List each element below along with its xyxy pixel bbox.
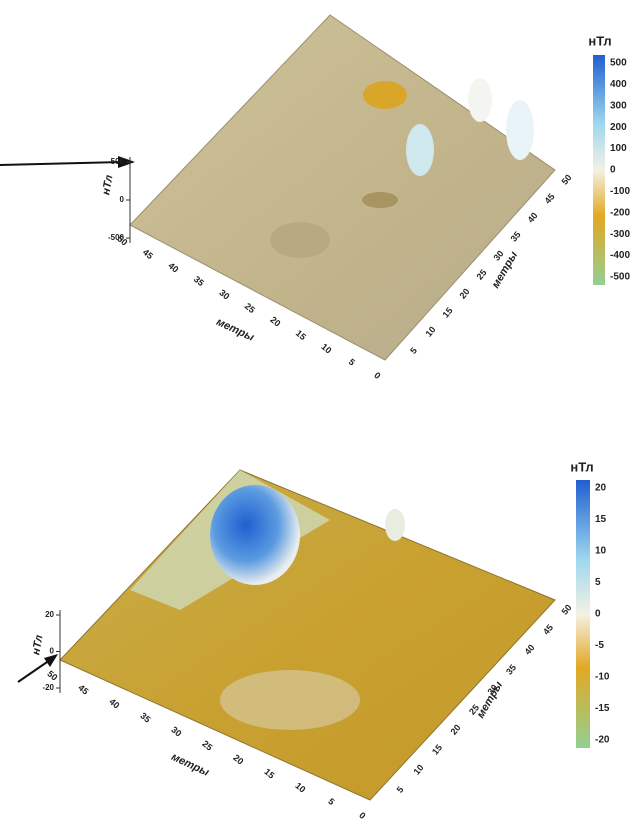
colorbar-tick-label: -20 <box>595 735 610 746</box>
colorbar-tick-label: -10 <box>595 672 610 683</box>
y-tick-label: 20 <box>457 287 471 301</box>
anomaly <box>468 78 492 122</box>
colorbar-tick-label: -100 <box>610 186 630 197</box>
y-tick-label: 25 <box>474 268 488 282</box>
x-axis-label: метры <box>214 316 256 344</box>
x-tick-label: 50 <box>45 668 59 682</box>
colorbar-title: нТл <box>570 459 593 474</box>
anomaly <box>506 100 534 160</box>
x-tick-label: 40 <box>107 696 121 710</box>
y-tick-label: 15 <box>430 743 444 757</box>
colorbar-tick-label: 5 <box>595 577 601 588</box>
colorbar-tick-label: -300 <box>610 229 630 240</box>
x-tick-label: 0 <box>372 370 382 381</box>
y-tick-label: 45 <box>541 623 555 637</box>
z-axis-label: нТл <box>100 174 115 196</box>
y-tick-label: 15 <box>440 306 454 320</box>
x-tick-label: 25 <box>243 301 257 315</box>
y-tick-label: 50 <box>559 603 573 617</box>
x-tick-label: 10 <box>319 341 333 355</box>
y-tick-label: 40 <box>522 643 536 657</box>
anomaly <box>362 192 398 208</box>
colorbar-tick-label: 100 <box>610 143 627 154</box>
y-tick-label: 45 <box>542 192 556 206</box>
anomaly <box>210 485 300 585</box>
x-tick-label: 30 <box>217 287 231 301</box>
surface <box>129 14 556 361</box>
y-tick-label: 10 <box>423 325 437 339</box>
z-tick-label: -20 <box>42 683 54 692</box>
colorbar-tick-label: -500 <box>610 272 630 283</box>
y-tick-label: 20 <box>448 723 462 737</box>
colorbar-tick-label: 500 <box>610 58 627 69</box>
colorbar-tick-label: -5 <box>595 640 604 651</box>
x-tick-label: 45 <box>76 682 90 696</box>
anomaly <box>363 81 407 109</box>
colorbar-title: нТл <box>588 33 611 48</box>
x-tick-label: 35 <box>138 710 152 724</box>
y-tick-label: 25 <box>467 703 481 717</box>
x-tick-label: 30 <box>169 724 183 738</box>
colorbar <box>593 55 605 285</box>
arrow <box>17 659 51 683</box>
anomaly <box>220 670 360 730</box>
x-tick-label: 20 <box>268 314 282 328</box>
x-tick-label: 0 <box>357 810 367 821</box>
colorbar-tick-label: 0 <box>610 165 616 176</box>
y-tick-label: 5 <box>395 784 406 794</box>
colorbar-tick-label: -15 <box>595 703 610 714</box>
x-tick-label: 15 <box>294 328 308 342</box>
y-tick-label: 5 <box>408 345 419 355</box>
y-tick-label: 35 <box>508 230 522 244</box>
colorbar-tick-label: 10 <box>595 546 607 557</box>
x-tick-label: 35 <box>192 274 206 288</box>
colorbar-tick-label: 20 <box>595 483 607 494</box>
y-tick-label: 50 <box>559 173 573 187</box>
x-tick-label: 40 <box>166 260 180 274</box>
x-tick-label: 15 <box>262 766 276 780</box>
colorbar-tick-label: 15 <box>595 514 607 525</box>
y-tick-label: 10 <box>411 763 425 777</box>
z-tick-label: 500 <box>111 157 125 166</box>
anomaly <box>270 222 330 258</box>
z-tick-label: -500 <box>108 233 125 242</box>
x-tick-label: 50 <box>115 233 129 247</box>
y-tick-label: 30 <box>491 249 505 263</box>
colorbar-tick-label: 0 <box>595 609 601 620</box>
y-tick-label: 35 <box>504 663 518 677</box>
x-tick-label: 5 <box>326 796 336 807</box>
x-tick-label: 10 <box>293 780 307 794</box>
y-tick-label: 40 <box>525 211 539 225</box>
x-tick-label: 20 <box>231 752 245 766</box>
z-tick-label: 0 <box>120 195 125 204</box>
colorbar-tick-label: -200 <box>610 207 630 218</box>
anomaly <box>406 124 434 176</box>
colorbar-tick-label: -400 <box>610 250 630 261</box>
arrowhead <box>44 654 58 667</box>
y-tick-label: 30 <box>485 683 499 697</box>
anomaly <box>385 509 405 541</box>
z-tick-label: 20 <box>45 610 54 619</box>
colorbar-tick-label: 200 <box>610 122 627 133</box>
colorbar <box>576 480 590 748</box>
colorbar-tick-label: 300 <box>610 100 627 111</box>
arrow <box>0 161 123 166</box>
x-tick-label: 25 <box>200 738 214 752</box>
z-axis-label: нТл <box>30 634 45 656</box>
x-tick-label: 45 <box>141 247 155 261</box>
x-axis-label: метры <box>169 751 211 779</box>
x-tick-label: 5 <box>347 357 357 368</box>
colorbar-tick-label: 400 <box>610 79 627 90</box>
z-tick-label: 0 <box>50 647 55 656</box>
